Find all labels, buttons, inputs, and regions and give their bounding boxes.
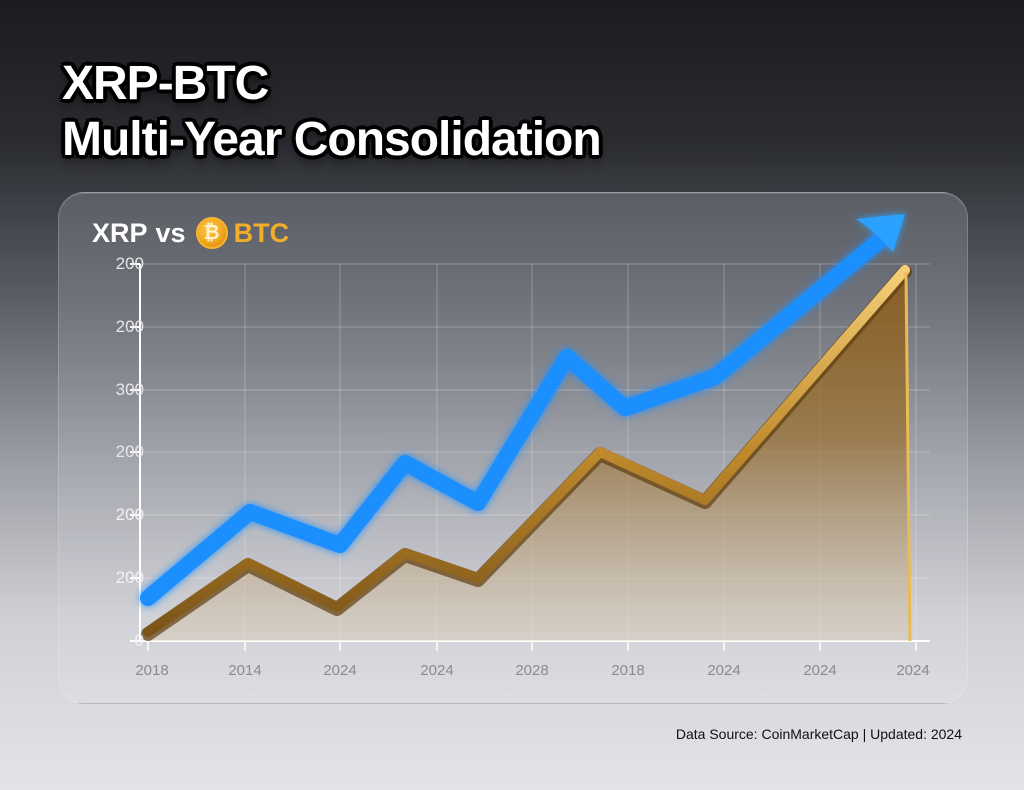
legend-vs-label: vs xyxy=(155,217,186,248)
xrp-series xyxy=(140,214,905,606)
legend-xrp-label: XRP xyxy=(92,217,148,248)
bitcoin-icon: ₿ xyxy=(195,217,228,249)
x-tick-label: 2028 xyxy=(515,662,549,679)
y-tick-label: 200 xyxy=(115,254,144,273)
y-tick-label: 200 xyxy=(115,505,144,524)
x-tick-label: 2014 xyxy=(228,662,262,679)
btc-series xyxy=(141,265,912,642)
x-tick-label: 2024 xyxy=(896,662,930,679)
btc-line xyxy=(143,265,910,637)
xrp-arrowhead-icon xyxy=(856,214,905,252)
x-tick-label: 2024 xyxy=(323,662,357,679)
y-tick-label: 200 xyxy=(115,568,144,587)
y-tick-label: 200 xyxy=(115,317,144,336)
x-axis-ticks xyxy=(147,641,917,651)
title-line-2: Multi-Year Consolidation xyxy=(62,113,602,166)
btc-right-edge xyxy=(904,271,912,642)
chart-legend: XRP vs ₿ BTC xyxy=(92,213,289,253)
title-line-1: XRP-BTC xyxy=(62,57,269,110)
page-title: XRP-BTC Multi-Year Consolidation xyxy=(62,56,602,168)
y-tick-label: 300 xyxy=(115,380,144,399)
x-tick-label: 2018 xyxy=(135,662,169,679)
x-tick-label: 2024 xyxy=(803,662,837,679)
btc-area-fill xyxy=(148,270,910,641)
x-tick-label: 2024 xyxy=(420,662,454,679)
x-tick-label: 2018 xyxy=(611,662,645,679)
y-tick-label: 200 xyxy=(115,442,144,461)
legend-btc-label: BTC xyxy=(233,217,290,248)
x-tick-label: 2024 xyxy=(707,662,741,679)
xrp-line xyxy=(140,232,888,606)
data-source-note: Data Source: CoinMarketCap | Updated: 20… xyxy=(675,726,962,742)
y-tick-label: 0 xyxy=(134,631,144,650)
